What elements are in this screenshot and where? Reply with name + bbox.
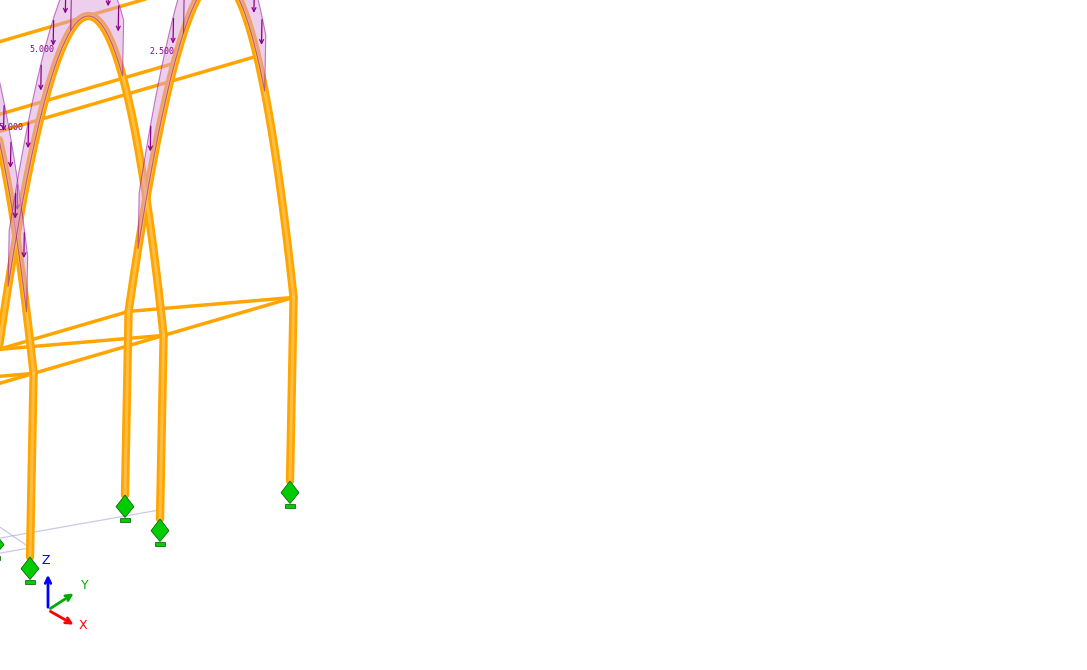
Polygon shape (138, 0, 185, 249)
Polygon shape (282, 481, 299, 503)
Text: Z: Z (41, 554, 50, 567)
Polygon shape (184, 0, 227, 33)
Text: 2.500: 2.500 (150, 47, 175, 56)
Polygon shape (8, 0, 72, 287)
Text: 5.000: 5.000 (0, 123, 24, 131)
Polygon shape (116, 495, 134, 517)
Polygon shape (21, 557, 39, 580)
Text: Y: Y (82, 579, 89, 592)
Polygon shape (25, 580, 36, 584)
Polygon shape (120, 517, 130, 522)
Polygon shape (71, 0, 124, 76)
Polygon shape (154, 541, 165, 546)
Text: 5.000: 5.000 (29, 46, 54, 54)
Polygon shape (151, 519, 168, 541)
Text: X: X (79, 619, 88, 632)
Polygon shape (285, 503, 296, 508)
Polygon shape (0, 533, 4, 555)
Polygon shape (0, 58, 27, 312)
Polygon shape (226, 0, 266, 91)
